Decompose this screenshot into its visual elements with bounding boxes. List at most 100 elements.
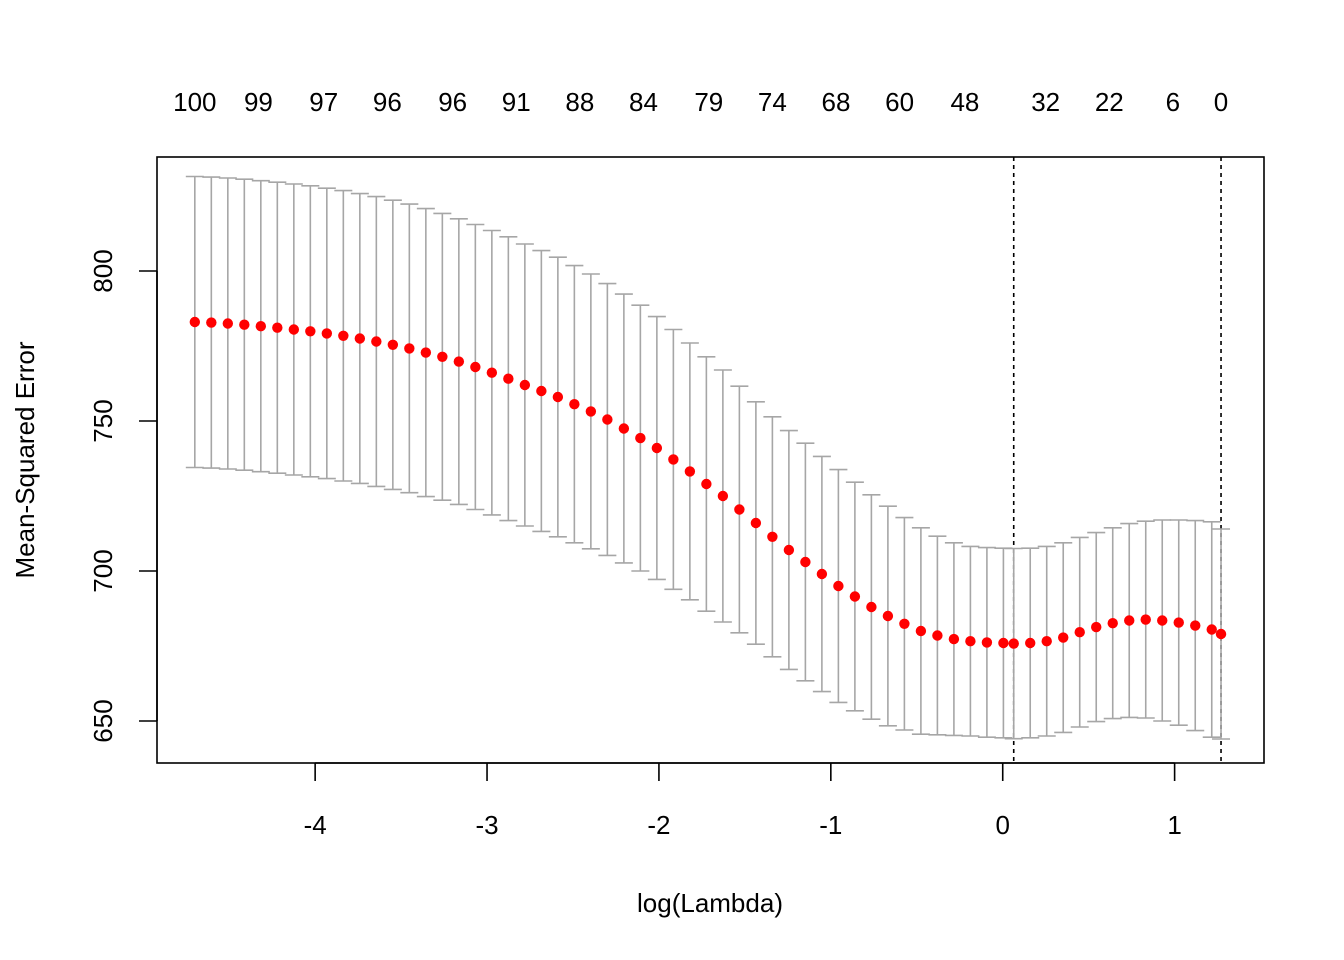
data-point: [684, 466, 696, 477]
y-tick-label: 700: [88, 549, 118, 592]
data-point: [585, 406, 597, 417]
data-point: [932, 630, 943, 641]
data-point: [1074, 627, 1085, 638]
data-point: [618, 423, 630, 434]
data-point: [321, 328, 333, 339]
data-point: [387, 339, 399, 350]
data-point: [948, 633, 960, 645]
x-tick-label: 1: [1167, 810, 1181, 840]
data-point: [420, 347, 432, 358]
top-axis-label: 88: [565, 87, 594, 117]
data-point: [750, 517, 762, 529]
data-point: [272, 322, 283, 333]
data-point: [1041, 636, 1052, 647]
x-tick-label: -3: [475, 810, 498, 840]
data-point: [882, 610, 894, 622]
data-point: [255, 321, 267, 332]
top-axis-label: 6: [1166, 87, 1180, 117]
data-point: [239, 319, 250, 330]
data-point: [833, 580, 844, 592]
data-point: [288, 324, 300, 335]
data-point: [453, 356, 465, 367]
data-point: [1215, 628, 1227, 640]
data-point: [1157, 615, 1168, 626]
data-point: [965, 636, 976, 647]
y-tick-label: 750: [88, 399, 118, 442]
data-point: [503, 373, 514, 384]
top-axis-label: 48: [950, 87, 979, 117]
data-point: [899, 618, 910, 629]
x-tick-label: -2: [647, 810, 670, 840]
data-point: [470, 361, 481, 373]
data-point: [189, 316, 201, 328]
data-point: [486, 367, 498, 378]
data-points: [189, 316, 1227, 649]
data-point: [1190, 620, 1201, 631]
data-point: [800, 556, 811, 568]
top-axis-label: 0: [1214, 87, 1228, 117]
data-point: [1206, 624, 1217, 635]
data-point: [668, 454, 679, 465]
data-point: [717, 490, 729, 502]
data-point: [1058, 632, 1069, 643]
data-point: [206, 317, 217, 328]
top-axis-label: 91: [502, 87, 531, 117]
top-axis-label: 96: [373, 87, 402, 117]
data-point: [519, 379, 531, 391]
error-bars: [185, 175, 1231, 740]
data-point: [734, 504, 745, 515]
top-axis-label: 22: [1095, 87, 1124, 117]
x-tick-label: -4: [304, 810, 327, 840]
top-axis-label: 100: [173, 87, 216, 117]
y-tick-label: 800: [88, 249, 118, 292]
data-point: [1107, 618, 1118, 629]
top-axis-label: 74: [758, 87, 787, 117]
data-point: [1173, 617, 1184, 628]
data-point: [552, 391, 564, 403]
data-point: [569, 399, 580, 410]
data-point: [767, 531, 778, 542]
y-axis: 650 700 750 800: [88, 249, 158, 743]
data-point: [371, 336, 382, 347]
data-point: [222, 318, 234, 329]
x-axis: -4 -3 -2 -1 0 1: [304, 762, 1182, 840]
top-axis-label: 84: [629, 87, 658, 117]
data-point: [536, 385, 547, 397]
data-point: [404, 343, 415, 354]
data-point: [635, 432, 646, 444]
top-axis-label: 79: [694, 87, 723, 117]
top-axis-label: 60: [885, 87, 914, 117]
data-point: [1124, 615, 1135, 626]
top-axis-label: 32: [1031, 87, 1060, 117]
x-tick-label: -1: [819, 810, 842, 840]
data-point: [1140, 614, 1151, 625]
data-point: [651, 442, 663, 454]
data-point: [1008, 638, 1019, 649]
data-point: [998, 637, 1009, 649]
y-axis-title: Mean-Squared Error: [10, 341, 40, 578]
data-point: [305, 326, 316, 337]
y-tick-label: 650: [88, 699, 118, 742]
data-point: [602, 414, 613, 425]
data-point: [701, 478, 712, 490]
data-point: [338, 330, 349, 341]
x-axis-title: log(Lambda): [637, 888, 783, 918]
top-axis-label: 99: [244, 87, 273, 117]
top-axis-label: 96: [438, 87, 467, 117]
top-axis-label: 68: [822, 87, 851, 117]
data-point: [1025, 637, 1036, 649]
reference-lines: [1012, 157, 1222, 763]
top-axis-labels: 100 99 97 96 96 91 88 84 79 74 68 60 48 32 22 6 0: [173, 87, 1228, 117]
top-axis-label: 97: [309, 87, 338, 117]
data-point: [849, 591, 861, 602]
data-point: [1091, 621, 1102, 633]
plot-frame: [156, 156, 1265, 764]
data-point: [816, 568, 828, 580]
data-point: [783, 544, 795, 556]
data-point: [354, 333, 366, 344]
data-point: [981, 637, 993, 648]
data-point: [915, 625, 927, 637]
x-tick-label: 0: [995, 810, 1009, 840]
data-point: [437, 351, 448, 362]
